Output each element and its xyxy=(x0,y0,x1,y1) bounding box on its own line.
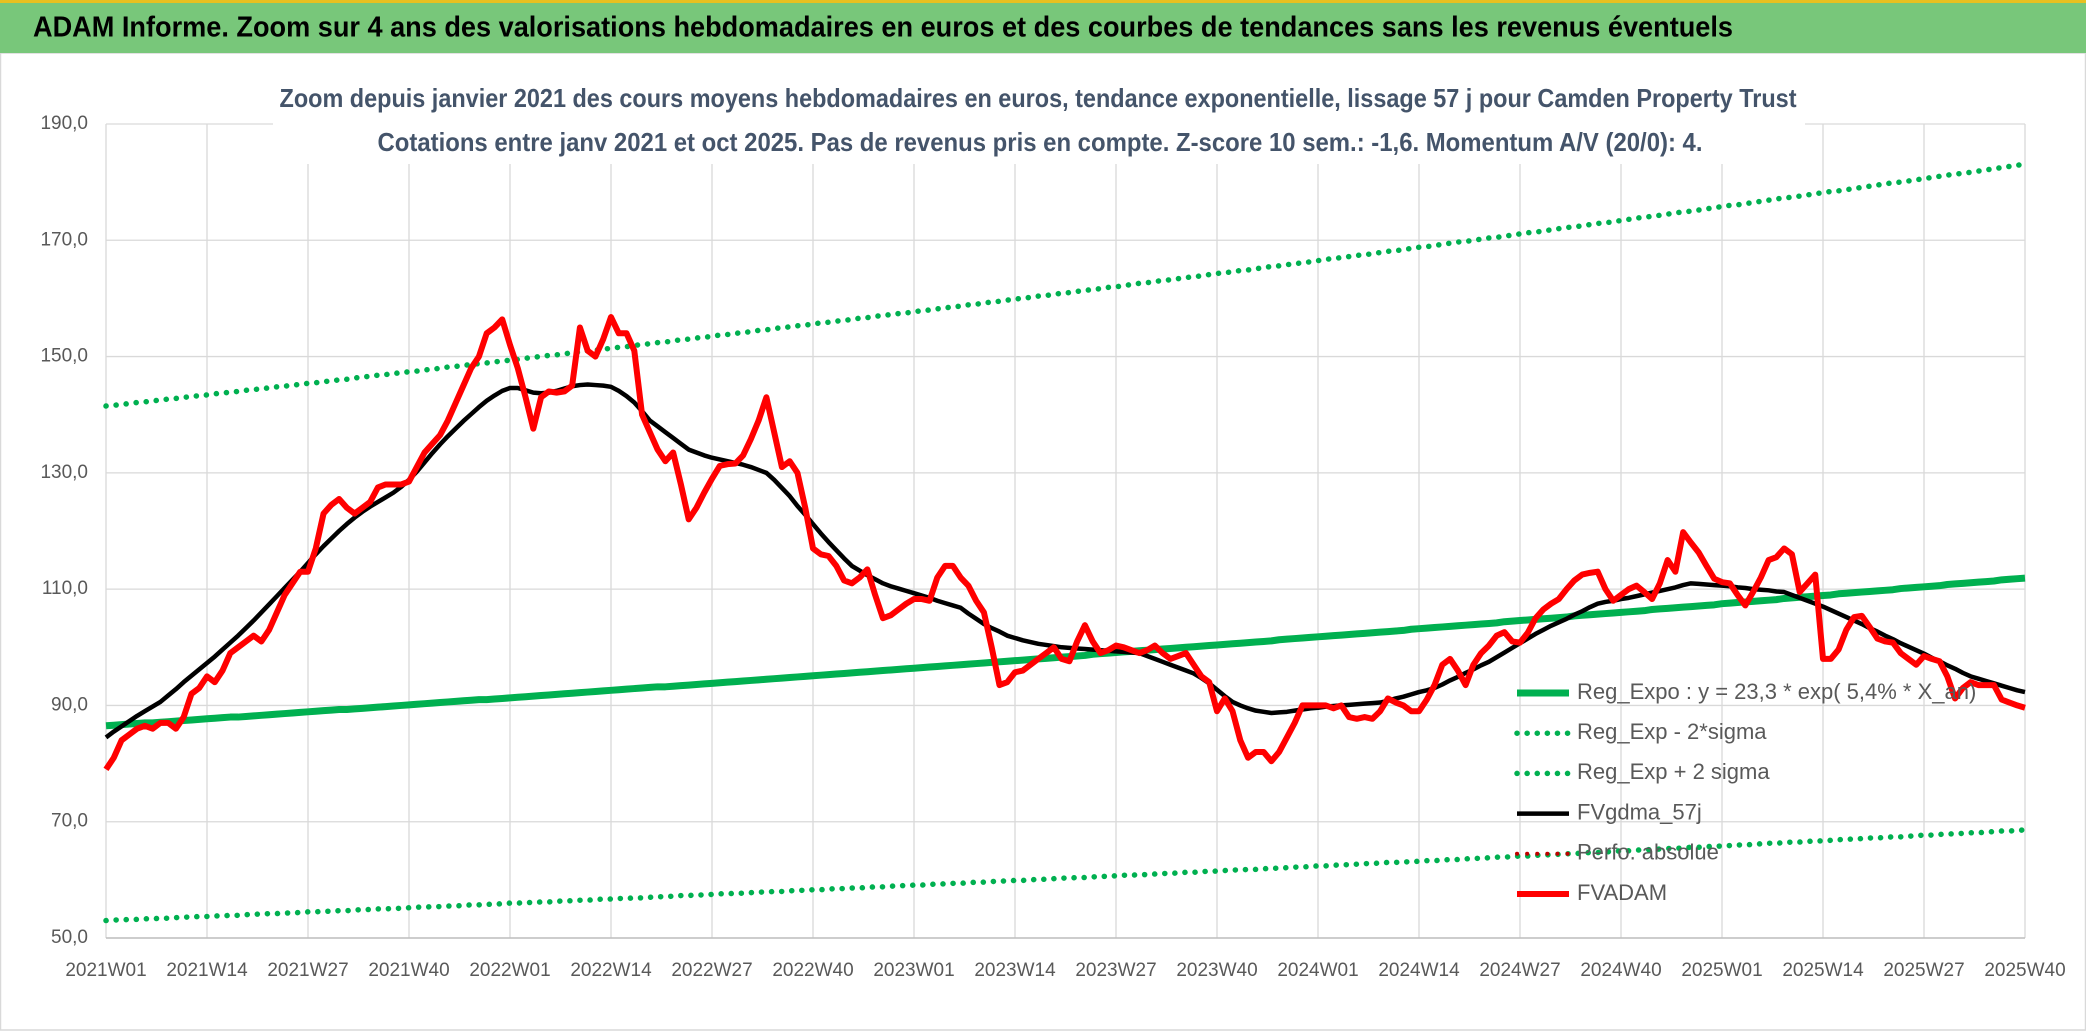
legend-label: Reg_Expo : y = 23,3 * exp( 5,4% * X_an) xyxy=(1577,679,1976,704)
y-tick-label: 170,0 xyxy=(40,229,88,250)
legend-label: FVADAM xyxy=(1577,880,1667,905)
subtitle-box xyxy=(273,80,1805,164)
series-line xyxy=(103,314,2026,772)
legend: Reg_Expo : y = 23,3 * exp( 5,4% * X_an) R… xyxy=(1514,679,1976,905)
header-title: ADAM Informe. Zoom sur 4 ans des valoris… xyxy=(33,12,1733,44)
x-tick-label: 2022W27 xyxy=(671,960,752,981)
x-tick-label: 2023W27 xyxy=(1075,960,1156,981)
series-line xyxy=(103,827,2028,924)
x-tick-label: 2025W40 xyxy=(1984,960,2065,981)
x-tick-label: 2024W40 xyxy=(1580,960,1661,981)
series-line xyxy=(105,574,2026,730)
y-tick-label: 110,0 xyxy=(42,578,88,599)
y-tick-label: 90,0 xyxy=(51,694,88,715)
chart-subtitle: Zoom depuis janvier 2021 des cours moyen… xyxy=(280,83,1797,113)
series-line xyxy=(104,382,2026,740)
y-tick-label: 130,0 xyxy=(40,462,88,483)
x-tick-label: 2024W01 xyxy=(1277,960,1358,981)
grid: 50,0 70,0 90,0 110,0 130,0 150,0 170,0 190,0 202… xyxy=(40,113,2065,981)
y-tick-label: 150,0 xyxy=(40,346,88,367)
x-tick-label: 2021W40 xyxy=(368,960,449,981)
y-tick-label: 70,0 xyxy=(51,811,88,832)
x-tick-label: 2025W01 xyxy=(1681,960,1762,981)
legend-label: Perfo. absolue xyxy=(1577,840,1719,865)
x-tick-label: 2024W27 xyxy=(1479,960,1560,981)
y-tick-label: 50,0 xyxy=(51,927,88,948)
x-tick-label: 2023W40 xyxy=(1176,960,1257,981)
x-tick-label: 2021W01 xyxy=(65,960,146,981)
chart-subtitle: Cotations entre janv 2021 et oct 2025. P… xyxy=(378,127,1703,157)
x-tick-label: 2025W27 xyxy=(1883,960,1964,981)
x-tick-label: 2025W14 xyxy=(1782,960,1864,981)
x-tick-label: 2022W14 xyxy=(570,960,652,981)
x-tick-label: 2021W27 xyxy=(267,960,348,981)
x-tick-label: 2023W01 xyxy=(873,960,954,981)
x-tick-label: 2022W01 xyxy=(469,960,550,981)
header-accent xyxy=(0,0,2086,3)
legend-label: Reg_Exp - 2*sigma xyxy=(1577,719,1767,744)
header-bar xyxy=(0,0,2086,53)
x-tick-label: 2024W14 xyxy=(1378,960,1460,981)
x-tick-label: 2023W14 xyxy=(974,960,1056,981)
x-tick-label: 2022W40 xyxy=(772,960,853,981)
legend-label: Reg_Exp + 2 sigma xyxy=(1577,759,1770,784)
y-tick-label: 190,0 xyxy=(40,113,88,134)
plot xyxy=(103,161,2028,924)
series-line xyxy=(103,161,2028,409)
x-tick-label: 2021W14 xyxy=(166,960,248,981)
legend-label: FVgdma_57j xyxy=(1577,799,1702,824)
